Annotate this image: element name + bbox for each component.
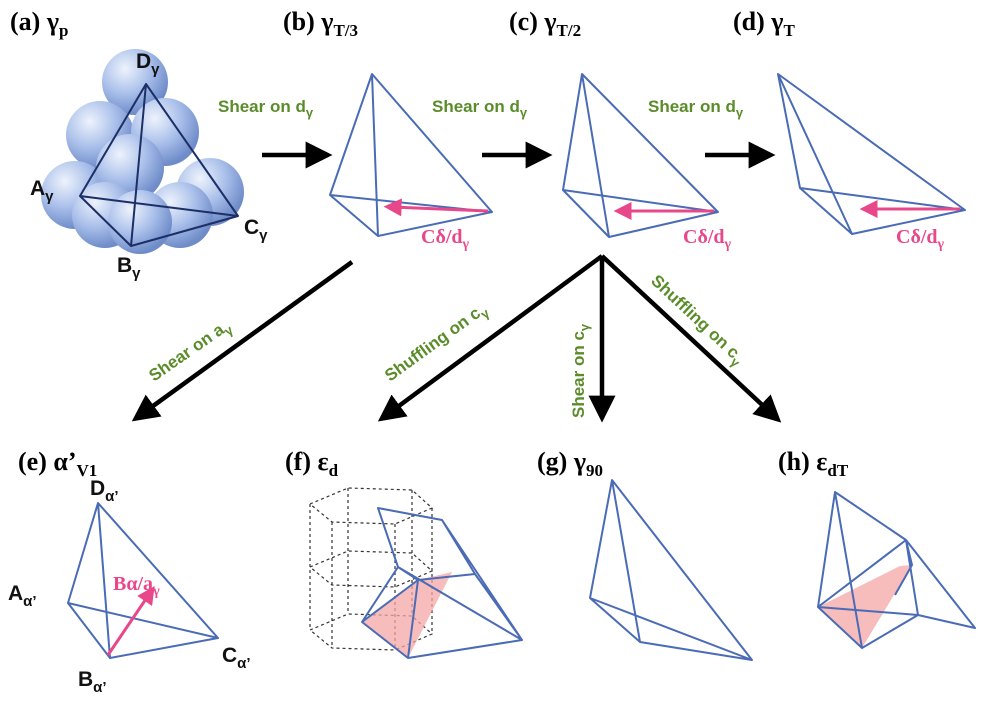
vertex-label-c-alpha: Cα’ (222, 644, 251, 672)
arrow-b-to-e (131, 260, 354, 422)
burgers-label-b: Cδ/dγ (421, 226, 470, 252)
burgers-vector-arrow-e (106, 586, 155, 656)
tetrahedron-gamma-t2 (562, 73, 719, 238)
vertex-label-c-gamma: Cγ (244, 216, 268, 244)
arrow-c-to-h (600, 254, 782, 423)
burgers-vector-arrow-b (383, 198, 489, 217)
vertex-label-d-gamma: Dγ (136, 50, 160, 78)
panel-label-d: (d) γT (733, 7, 795, 40)
panel-label-h: (h) εdT (778, 447, 849, 480)
transition-label-cd: Shear on dγ (648, 97, 744, 120)
panel-label-g: (g) γ90 (537, 447, 603, 480)
panel-label-b: (b) γT/3 (283, 7, 358, 40)
transition-label-ab: Shear on dγ (218, 97, 314, 120)
vertex-label-d-alpha: Dα’ (90, 477, 119, 505)
transition-label-cf: Shuffling on cγ (381, 299, 493, 389)
vertex-label-a-gamma: Aγ (30, 177, 54, 205)
transition-label-cg: Shear on cγ (569, 323, 592, 418)
tetrahedron-gamma-t (777, 73, 966, 235)
panel-label-e: (e) α’V1 (18, 447, 97, 480)
sphere-packing (41, 49, 244, 254)
transition-label-bc: Shear on dγ (432, 97, 528, 120)
burgers-label-e: Bα/aγ (113, 573, 160, 599)
panel-label-c: (c) γT/2 (509, 7, 581, 40)
burgers-label-c: Cδ/dγ (683, 226, 732, 252)
transition-label-ch: Shuffling on cγ (645, 271, 749, 371)
burgers-label-d: Cδ/dγ (896, 226, 945, 252)
shaded-plane-h (818, 565, 912, 648)
tetrahedron-epsilon-dt (817, 491, 976, 649)
arrow-c-to-f (377, 254, 604, 422)
panel-label-a: (a) γp (10, 7, 68, 40)
vertex-label-b-gamma: Bγ (117, 254, 141, 282)
shaded-plane-f (362, 572, 452, 658)
tetrahedron-gamma-90 (589, 479, 753, 661)
tetrahedron-gamma-p (79, 83, 239, 247)
panel-label-f: (f) εd (285, 447, 339, 480)
vertex-label-b-alpha: Bα’ (78, 668, 107, 696)
hexagonal-cell-dashed (308, 487, 434, 651)
vertex-label-a-alpha: Aα’ (8, 582, 37, 610)
tetrahedron-epsilon-d (361, 507, 523, 659)
tetrahedron-alpha-v1 (67, 502, 219, 659)
